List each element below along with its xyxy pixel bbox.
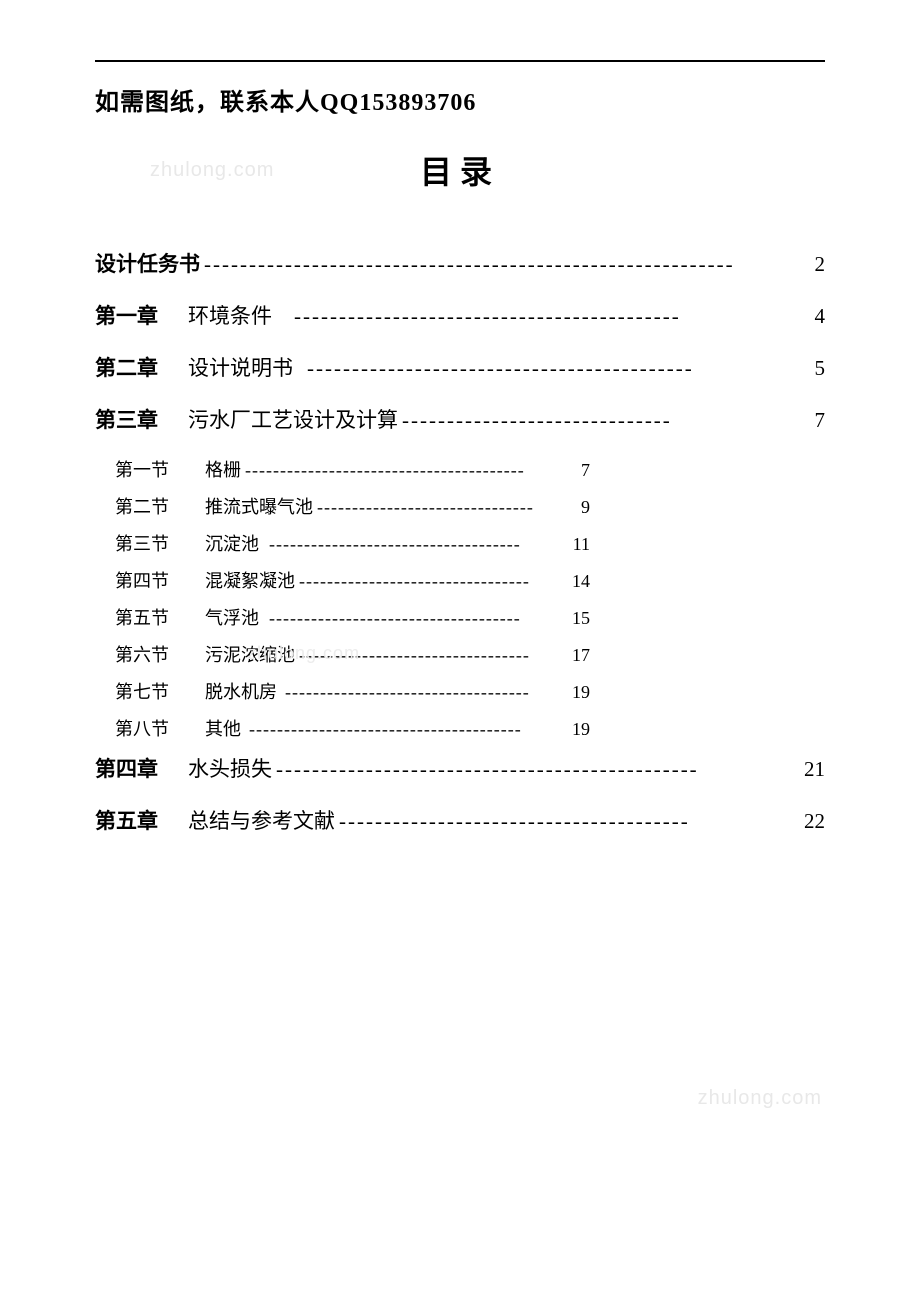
toc-section-title: 格栅 — [205, 456, 241, 482]
toc-page: 4 — [815, 304, 826, 329]
toc-page: 22 — [804, 809, 825, 834]
toc-label: 第二节 — [115, 493, 200, 519]
toc-label: 第三章 — [95, 404, 158, 434]
toc-page: 19 — [572, 682, 590, 703]
toc-section-title: 混凝絮凝池 — [205, 567, 295, 593]
toc-page: 19 — [572, 719, 590, 740]
toc-chapter-title: 设计说明书 — [188, 352, 293, 382]
toc-page: 7 — [815, 408, 826, 433]
toc-page: 14 — [572, 571, 590, 592]
toc-page: 7 — [581, 460, 590, 481]
toc-section-title: 其他 — [205, 715, 241, 741]
ch3-sections: 第一节 格栅 ---------------------------------… — [95, 456, 590, 741]
toc-entry-ch5: 第五章 总结与参考文献 ----------------------------… — [95, 805, 825, 835]
toc-label: 第五节 — [115, 604, 200, 630]
toc-label: 第二章 — [95, 352, 158, 382]
toc-section-title: 气浮池 — [205, 604, 259, 630]
top-rule — [95, 60, 825, 62]
toc-label: 第四章 — [95, 753, 158, 783]
contact-note: 如需图纸，联系本人QQ153893706 — [95, 82, 825, 117]
toc-entry-ch3: 第三章 污水厂工艺设计及计算 -------------------------… — [95, 404, 825, 434]
toc-entry-section: 第三节 沉淀池 --------------------------------… — [95, 530, 590, 556]
toc-entry-task: 设计任务书 ----------------------------------… — [95, 248, 825, 278]
toc-section-title: 脱水机房 — [205, 678, 277, 704]
toc-label: 第五章 — [95, 805, 158, 835]
toc-leader: ----------------------------------------… — [204, 252, 813, 277]
toc-page: 21 — [804, 757, 825, 782]
toc-leader: ------------------------------ — [402, 408, 813, 433]
toc-title: zhulong.com 目录 — [95, 147, 825, 193]
toc-page: 9 — [581, 497, 590, 518]
toc-chapter-title: 水头损失 — [188, 753, 272, 783]
toc-leader: ----------------------------------------… — [294, 304, 813, 329]
toc-label: 第一章 — [95, 300, 158, 330]
document-page: 如需图纸，联系本人QQ153893706 zhulong.com 目录 设计任务… — [0, 0, 920, 917]
toc-leader: ---------------------------------------- — [245, 460, 579, 481]
toc-entry-ch2: 第二章 设计说明书 ------------------------------… — [95, 352, 825, 382]
toc-section-title: 沉淀池 — [205, 530, 259, 556]
toc-entry-section: 第四节 混凝絮凝池 ------------------------------… — [95, 567, 590, 593]
toc-entry-section: 第一节 格栅 ---------------------------------… — [95, 456, 590, 482]
toc-leader: ----------------------------------------… — [307, 356, 813, 381]
watermark-2: zhulong.com — [247, 643, 360, 664]
toc-leader: ------------------------------- — [317, 497, 579, 518]
toc-page: 17 — [572, 645, 590, 666]
toc-label: 第八节 — [115, 715, 200, 741]
toc-chapter-title: 污水厂工艺设计及计算 — [188, 404, 398, 434]
toc-entry-ch1: 第一章 环境条件 -------------------------------… — [95, 300, 825, 330]
toc-page: 2 — [815, 252, 826, 277]
toc-page: 11 — [573, 534, 590, 555]
toc-label: 第七节 — [115, 678, 200, 704]
toc-label: 第四节 — [115, 567, 200, 593]
toc-leader: ------------------------------------ — [269, 608, 570, 629]
toc-chapter-title: 总结与参考文献 — [188, 805, 335, 835]
toc-label: 第三节 — [115, 530, 200, 556]
toc-entry-section: 第五节 气浮池 --------------------------------… — [95, 604, 590, 630]
toc-label: 第六节 — [115, 641, 200, 667]
toc-leader: --------------------------------------- — [339, 809, 802, 834]
toc-label: 设计任务书 — [95, 248, 200, 278]
toc-entry-section: 第二节 推流式曝气池 -----------------------------… — [95, 493, 590, 519]
toc-page: 5 — [815, 356, 826, 381]
title-text: 目录 — [420, 154, 500, 190]
toc-leader: ------------------------------------ — [269, 534, 571, 555]
toc-section-title: 推流式曝气池 — [205, 493, 313, 519]
toc-page: 15 — [572, 608, 590, 629]
watermark-1: zhulong.com — [150, 159, 274, 182]
toc-chapter-title: 环境条件 — [188, 300, 272, 330]
toc-leader: ----------------------------------------… — [276, 757, 802, 782]
toc-entry-section: 第八节 其他 ---------------------------------… — [95, 715, 590, 741]
table-of-contents: 设计任务书 ----------------------------------… — [95, 248, 825, 835]
toc-leader: ----------------------------------- — [285, 682, 570, 703]
toc-leader: --------------------------------------- — [249, 719, 570, 740]
toc-leader: --------------------------------- — [299, 571, 570, 592]
toc-label: 第一节 — [115, 456, 200, 482]
toc-entry-section: 第七节 脱水机房 -------------------------------… — [95, 678, 590, 704]
toc-entry-ch4: 第四章 水头损失 -------------------------------… — [95, 753, 825, 783]
watermark-3: zhulong.com — [698, 1087, 822, 1110]
